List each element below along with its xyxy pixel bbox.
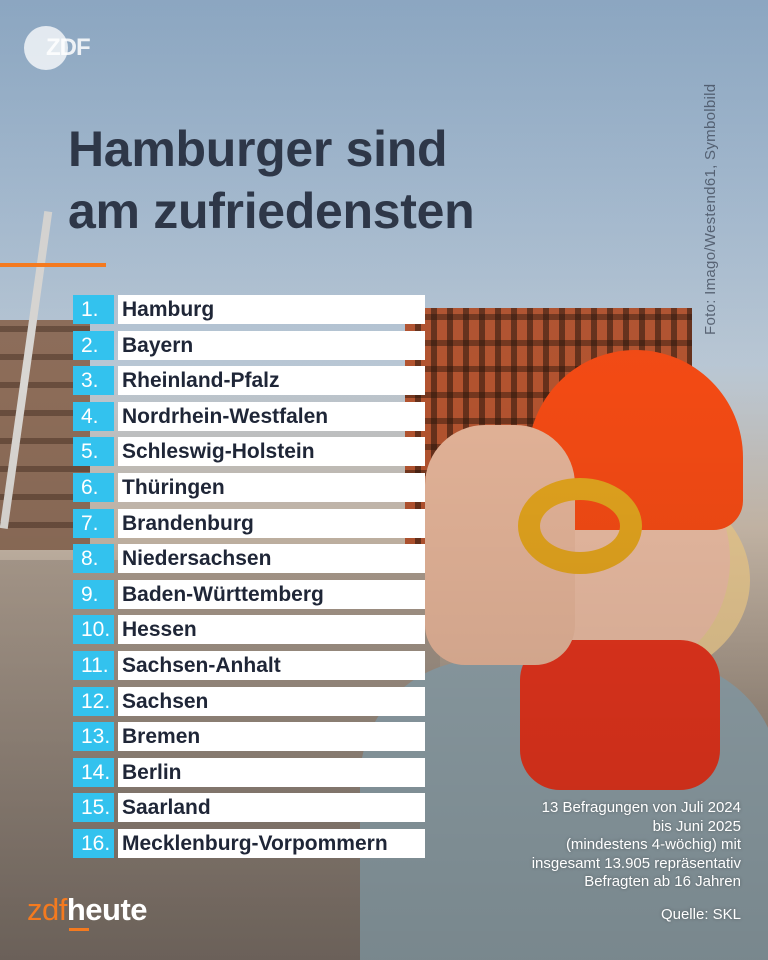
ranking-row: 12. Sachsen xyxy=(73,686,425,716)
ranking-row: 13. Bremen xyxy=(73,722,425,752)
rank-number: 11. xyxy=(73,650,114,680)
state-name: Niedersachsen xyxy=(118,544,425,574)
rank-number: 13. xyxy=(73,722,114,752)
ranking-row: 11. Sachsen-Anhalt xyxy=(73,650,425,680)
state-name: Baden-Württemberg xyxy=(118,579,425,609)
photo-credit: Foto: Imago/Westend61, Symbolbild xyxy=(702,83,719,335)
rank-number: 15. xyxy=(73,793,114,823)
survey-footnote: 13 Befragungen von Juli 2024 bis Juni 20… xyxy=(451,799,741,892)
footnote-line: Befragten ab 16 Jahren xyxy=(584,873,741,891)
ranking-row: 5. Schleswig-Holstein xyxy=(73,437,425,467)
ranking-row: 7. Brandenburg xyxy=(73,508,425,538)
zdfheute-logo: zdfheute xyxy=(27,892,148,928)
zdf-logo-circle-icon xyxy=(24,26,68,70)
state-name: Mecklenburg-Vorpommern xyxy=(118,828,425,858)
state-name: Berlin xyxy=(118,757,425,787)
ranking-row: 4. Nordrhein-Westfalen xyxy=(73,401,425,431)
rank-number: 4. xyxy=(73,401,114,431)
rank-number: 14. xyxy=(73,757,114,787)
accent-line xyxy=(0,263,106,267)
rank-number: 5. xyxy=(73,437,114,467)
brand-heute: heute xyxy=(66,892,148,927)
footnote-line: insgesamt 13.905 repräsentativ xyxy=(531,854,741,872)
rank-number: 1. xyxy=(73,295,114,324)
ranking-list: 1. Hamburg 2. Bayern 3. Rheinland-Pfalz 4. N… xyxy=(73,295,425,865)
footnote-line: (mindestens 4-wöchig) mit xyxy=(565,836,741,854)
background-collar xyxy=(520,640,720,790)
state-name: Hamburg xyxy=(118,295,425,324)
rank-number: 7. xyxy=(73,508,114,538)
rank-number: 2. xyxy=(73,330,114,360)
rank-number: 6. xyxy=(73,472,114,502)
rank-number: 3. xyxy=(73,366,114,396)
rank-number: 9. xyxy=(73,579,114,609)
state-name: Schleswig-Holstein xyxy=(118,437,425,467)
state-name: Nordrhein-Westfalen xyxy=(118,401,425,431)
rank-number: 10. xyxy=(73,615,114,645)
zdf-logo: ZDF xyxy=(24,26,100,70)
zdf-logo-text: ZDF xyxy=(46,34,91,61)
ranking-row: 9. Baden-Württemberg xyxy=(73,579,425,609)
headline-line-1: Hamburger sind xyxy=(68,121,448,177)
state-name: Bayern xyxy=(118,330,425,360)
ranking-row: 1. Hamburg xyxy=(73,295,425,324)
ranking-row: 15. Saarland xyxy=(73,793,425,823)
footnote-line: bis Juni 2025 xyxy=(652,817,741,835)
rank-number: 16. xyxy=(73,828,114,858)
state-name: Sachsen xyxy=(118,686,425,716)
ranking-row: 6. Thüringen xyxy=(73,472,425,502)
state-name: Saarland xyxy=(118,793,425,823)
state-name: Rheinland-Pfalz xyxy=(118,366,425,396)
state-name: Brandenburg xyxy=(118,508,425,538)
ranking-row: 16. Mecklenburg-Vorpommern xyxy=(73,828,425,858)
headline: Hamburger sind am zufriedensten xyxy=(68,118,628,242)
ranking-row: 3. Rheinland-Pfalz xyxy=(73,366,425,396)
state-name: Sachsen-Anhalt xyxy=(118,650,425,680)
brand-zdf: zdf xyxy=(27,892,67,927)
state-name: Hessen xyxy=(118,615,425,645)
ranking-row: 2. Bayern xyxy=(73,330,425,360)
ranking-row: 14. Berlin xyxy=(73,757,425,787)
ranking-row: 8. Niedersachsen xyxy=(73,544,425,574)
state-name: Thüringen xyxy=(118,472,425,502)
source-note: Quelle: SKL xyxy=(660,906,741,923)
footnote-line: 13 Befragungen von Juli 2024 xyxy=(541,799,741,816)
headline-line-2: am zufriedensten xyxy=(68,183,475,239)
rank-number: 8. xyxy=(73,544,114,574)
state-name: Bremen xyxy=(118,722,425,752)
ranking-row: 10. Hessen xyxy=(73,615,425,645)
rank-number: 12. xyxy=(73,686,114,716)
